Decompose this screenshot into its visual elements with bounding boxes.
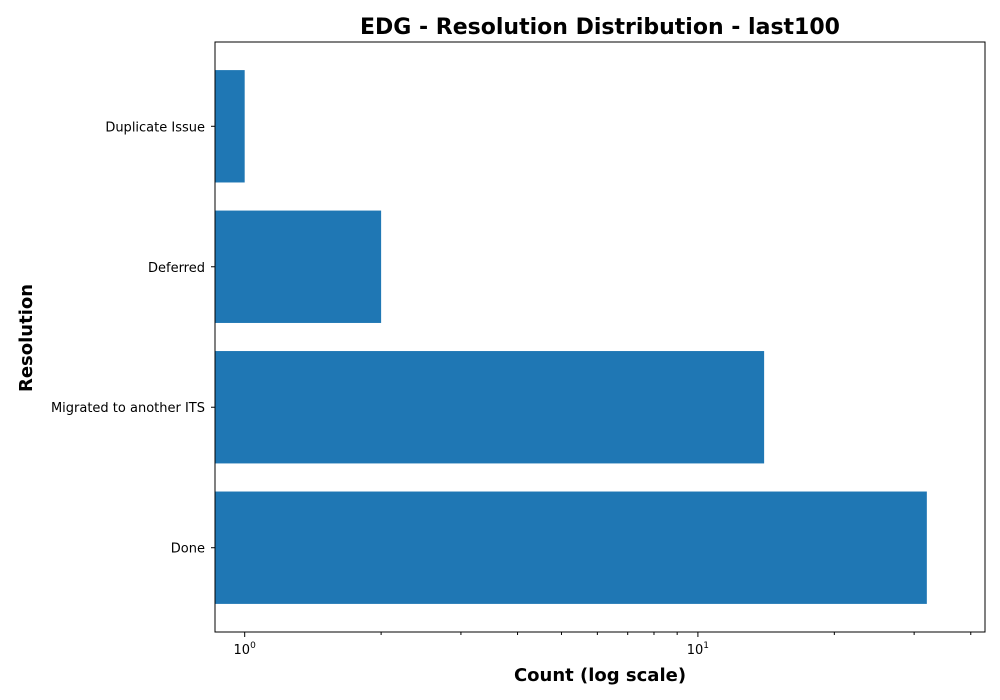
bars-group: [215, 70, 927, 604]
bar: [215, 210, 382, 323]
x-tick-exponent: 0: [250, 641, 256, 651]
x-tick-base: 10: [687, 643, 704, 658]
chart-title: EDG - Resolution Distribution - last100: [360, 15, 840, 40]
y-tick-label: Migrated to another ITS: [51, 401, 205, 416]
x-axis-label: Count (log scale): [514, 665, 686, 686]
plot-frame: [214, 41, 986, 633]
y-tick-label: Deferred: [148, 261, 205, 276]
x-axis-ticks: 100 101: [234, 632, 972, 658]
y-tick-label: Done: [171, 542, 205, 557]
x-tick-label: 100: [234, 641, 257, 658]
x-tick-label: 101: [687, 641, 709, 658]
x-tick-base: 10: [234, 643, 251, 658]
x-tick-exponent: 1: [703, 641, 709, 651]
y-axis-ticks: Duplicate Issue Deferred Migrated to anoth…: [51, 120, 215, 557]
y-axis-label: Resolution: [16, 284, 37, 392]
y-tick-label: Duplicate Issue: [105, 120, 205, 135]
bar: [215, 70, 245, 183]
bar: [215, 491, 927, 604]
bar: [215, 351, 765, 464]
